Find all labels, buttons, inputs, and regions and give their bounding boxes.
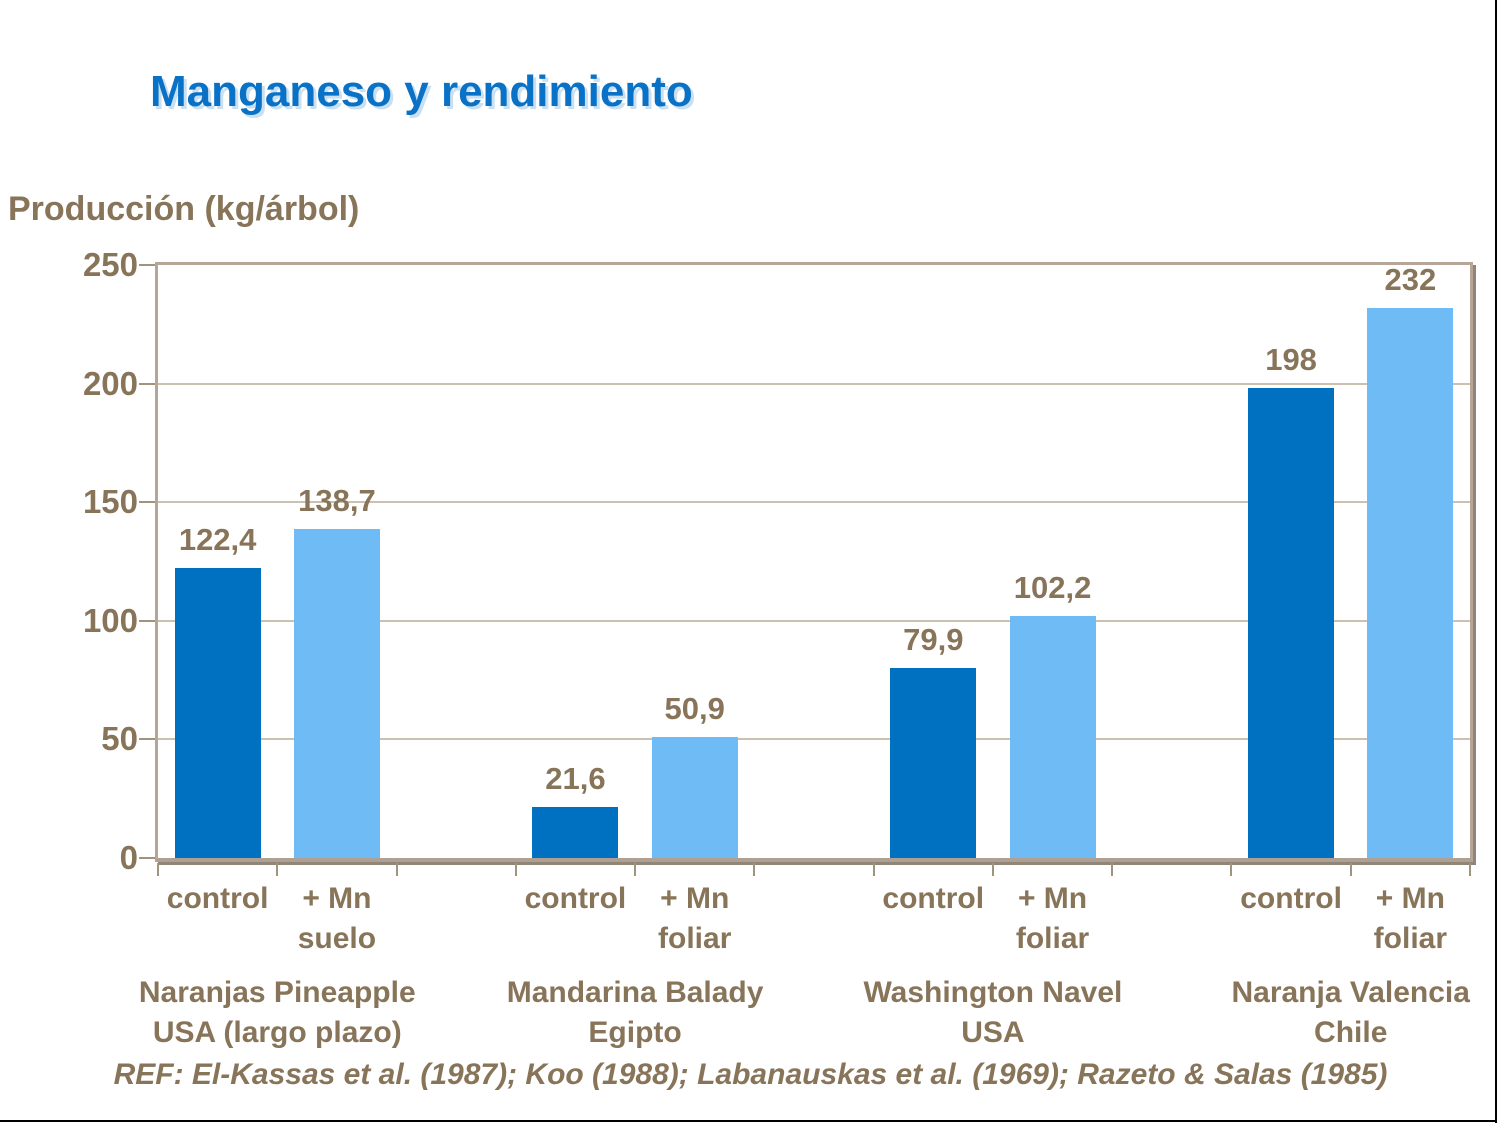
slide-frame-bottom — [0, 1120, 1497, 1122]
y-tick-label-250: 250 — [82, 246, 138, 283]
y-tick-mark-250 — [139, 264, 155, 266]
bar-control-group1 — [174, 567, 261, 858]
x-tick-label: + Mn suelo — [297, 882, 377, 955]
y-tick-label-0: 0 — [119, 839, 138, 876]
bar-mn-group2 — [651, 737, 738, 858]
x-tick-label: + Mn foliar — [1015, 882, 1090, 955]
bar-control-group4 — [1248, 388, 1335, 858]
slide-frame-right — [1495, 0, 1497, 1123]
x-tick-mark-5 — [753, 863, 756, 876]
x-group-label: Naranja Valencia Chile — [1231, 976, 1470, 1049]
bar-mn-group1 — [293, 529, 380, 858]
x-tick-mark-3 — [514, 863, 517, 876]
x-tick-label: control — [882, 882, 985, 915]
bar-value-label: 50,9 — [664, 691, 725, 727]
y-tick-mark-100 — [139, 619, 155, 622]
y-tick-mark-50 — [139, 738, 155, 741]
x-group-label: Washington Navel USA — [863, 976, 1123, 1049]
y-tick-mark-150 — [139, 501, 155, 504]
x-tick-label: control — [524, 882, 627, 915]
y-tick-label-50: 50 — [101, 720, 138, 758]
x-group-label: Mandarina Balady Egipto — [506, 976, 764, 1049]
x-tick-mark-2 — [395, 863, 398, 876]
bar-value-label: 232 — [1384, 261, 1437, 297]
x-tick-mark-1 — [276, 863, 279, 876]
x-tick-mark-0 — [157, 863, 159, 876]
y-axis-title: Producción (kg/árbol) — [8, 190, 360, 228]
bar-control-group3 — [890, 668, 977, 858]
y-tick-mark-0 — [139, 857, 155, 859]
x-tick-mark-6 — [872, 863, 875, 876]
y-tick-label-150: 150 — [82, 483, 138, 521]
bar-value-label: 21,6 — [545, 760, 606, 796]
bar-mn-group4 — [1367, 307, 1454, 858]
gridline-100 — [158, 619, 1470, 622]
bar-value-label: 122,4 — [178, 521, 257, 557]
x-tick-mark-8 — [1111, 863, 1114, 876]
bar-value-label: 102,2 — [1013, 569, 1092, 605]
x-tick-label: + Mn foliar — [658, 882, 732, 955]
gridline-50 — [158, 738, 1470, 741]
x-tick-label: control — [166, 882, 269, 915]
bar-value-label: 198 — [1265, 342, 1317, 378]
x-tick-mark-9 — [1230, 863, 1233, 876]
y-tick-mark-200 — [139, 382, 155, 385]
x-tick-label: control — [1240, 882, 1342, 915]
x-tick-mark-10 — [1349, 863, 1352, 876]
x-tick-mark-4 — [634, 863, 637, 876]
gridline-200 — [158, 382, 1470, 385]
gridline-150 — [158, 501, 1470, 504]
x-group-label: Naranjas Pineapple USA (largo plazo) — [138, 976, 416, 1049]
bar-control-group2 — [532, 806, 619, 858]
x-tick-mark-11 — [1469, 863, 1471, 876]
bar-mn-group3 — [1009, 615, 1096, 858]
y-tick-label-100: 100 — [82, 601, 138, 639]
y-tick-label-200: 200 — [82, 364, 138, 402]
slide-title: Manganeso y rendimiento — [150, 67, 693, 116]
bar-value-label: 138,7 — [298, 483, 376, 518]
references-text: REF: El-Kassas et al. (1987); Koo (1988)… — [113, 1058, 1388, 1091]
bar-value-label: 79,9 — [903, 622, 964, 658]
x-tick-label: + Mn foliar — [1373, 882, 1448, 955]
x-tick-mark-7 — [991, 863, 994, 876]
